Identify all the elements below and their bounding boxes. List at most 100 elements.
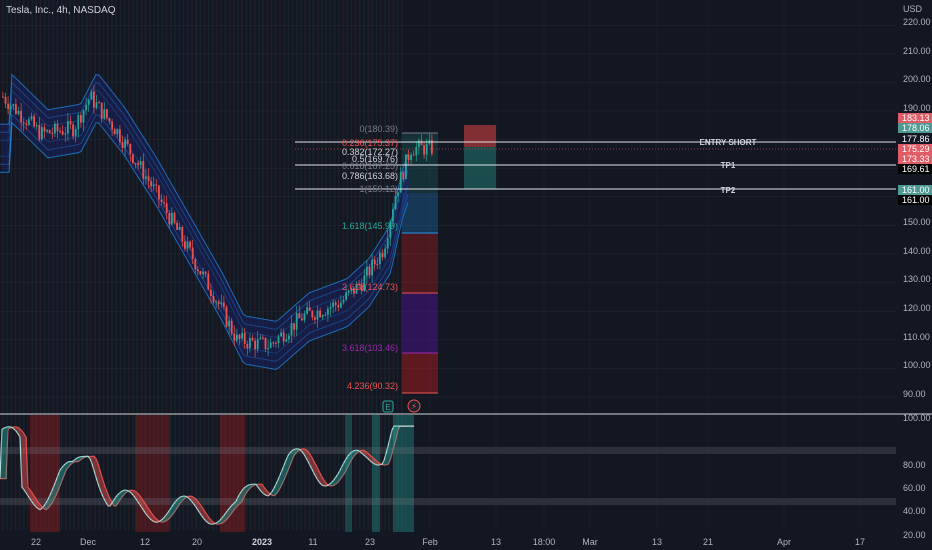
position-tool[interactable] [464,125,496,189]
price-tick: 140.00 [903,246,931,256]
session-stripe [102,0,105,530]
candle-body [228,320,230,327]
session-stripe [140,0,143,530]
candle-body [181,227,184,242]
candle-body [321,315,324,318]
session-stripe [35,0,38,530]
band-line [0,113,409,362]
price-axis[interactable]: USD 220.00 210.00 200.00 190.00 150.00 1… [898,4,932,399]
dividend-marker[interactable]: ⚡ [407,399,421,413]
session-stripe [27,0,29,530]
candle-body [311,310,314,318]
candle-body [425,143,428,155]
candle-body [33,116,35,127]
candle-body [249,337,251,349]
price-tick: 190.00 [903,103,931,113]
session-stripe [270,0,273,530]
fib-level-label: 0.786(163.68) [342,171,398,181]
oscillator-axis[interactable]: 100.00 80.00 60.00 40.00 20.00 [903,413,931,540]
candle-body [332,302,334,307]
candle-body [243,332,246,345]
candle-body [20,110,22,123]
candle-body [238,334,241,339]
time-tick: 18:00 [533,537,556,547]
oscillator-zone [372,415,380,532]
candle-body [290,323,293,336]
candle-body [386,237,389,249]
candle-body [314,317,316,320]
grid [0,0,896,530]
session-stripe [283,0,285,530]
candle-body [100,102,103,119]
osc-tick: 60.00 [903,483,926,493]
candlestick-series[interactable] [2,85,433,358]
price-tick: 90.00 [903,389,926,399]
oscillator-main-line [0,425,414,525]
candle-body [212,296,215,303]
candle-body [220,302,223,305]
session-stripe [31,0,33,530]
candle-body [269,342,272,348]
session-stripe [258,0,260,530]
candle-body [160,199,163,203]
fib-level-label: 0.5(169.76) [352,154,398,164]
earnings-marker[interactable]: E [382,400,394,413]
candle-body [262,337,264,339]
session-stripe [296,0,298,530]
candle-body [210,289,212,297]
candle-body [98,102,100,104]
candle-body [64,133,67,135]
session-stripe [224,0,227,530]
trade-lines[interactable]: ENTRY SHORT TP1 TP2 [295,138,896,195]
time-tick: 20 [192,537,202,547]
fib-level-label: 0.618(167.25) [342,161,398,171]
time-tick: 23 [365,537,375,547]
time-axis[interactable]: 22 Dec 12 20 2023 11 23 Feb 13 18:00 Mar… [31,537,865,547]
candle-body [15,104,17,114]
candle-body [103,109,106,119]
candle-body [324,314,327,316]
session-stripe [401,0,403,530]
candle-body [407,154,410,161]
candle-body [51,133,54,135]
candle-body [360,285,363,292]
candle-body [355,283,358,294]
candle-body [402,172,405,180]
time-tick: Apr [777,537,791,547]
candle-body [410,154,412,161]
candle-body [25,123,28,125]
fib-level-label: 4.236(90.32) [347,381,398,391]
oscillator-series[interactable] [0,425,414,525]
candle-body [397,192,399,196]
candle-body [113,129,116,135]
candle-body [202,271,204,275]
session-stripe [111,0,113,530]
time-tick: 17 [855,537,865,547]
candle-body [256,339,259,350]
session-stripe [39,0,42,530]
time-tick: 11 [308,537,317,547]
osc-tick: 20.00 [903,530,926,540]
session-stripe [115,0,117,530]
candle-body [264,337,267,350]
tp1-label: TP1 [721,161,736,170]
session-stripe [245,0,248,530]
session-stripe [60,0,63,530]
time-tick: 13 [652,537,662,547]
session-stripe [363,0,365,530]
candle-body [306,307,308,314]
session-stripe [346,0,348,530]
candle-body [12,104,15,106]
session-stripe [161,0,164,530]
candle-body [280,332,282,337]
oscillator-zone [345,415,352,532]
session-stripe [312,0,315,530]
symbol-title[interactable]: Tesla, Inc., 4h, NASDAQ [6,5,116,16]
candle-body [319,310,321,318]
candle-body [176,222,178,230]
session-stripe [375,0,378,530]
session-stripe [65,0,67,530]
candle-body [204,271,207,274]
session-stripe [384,0,386,530]
